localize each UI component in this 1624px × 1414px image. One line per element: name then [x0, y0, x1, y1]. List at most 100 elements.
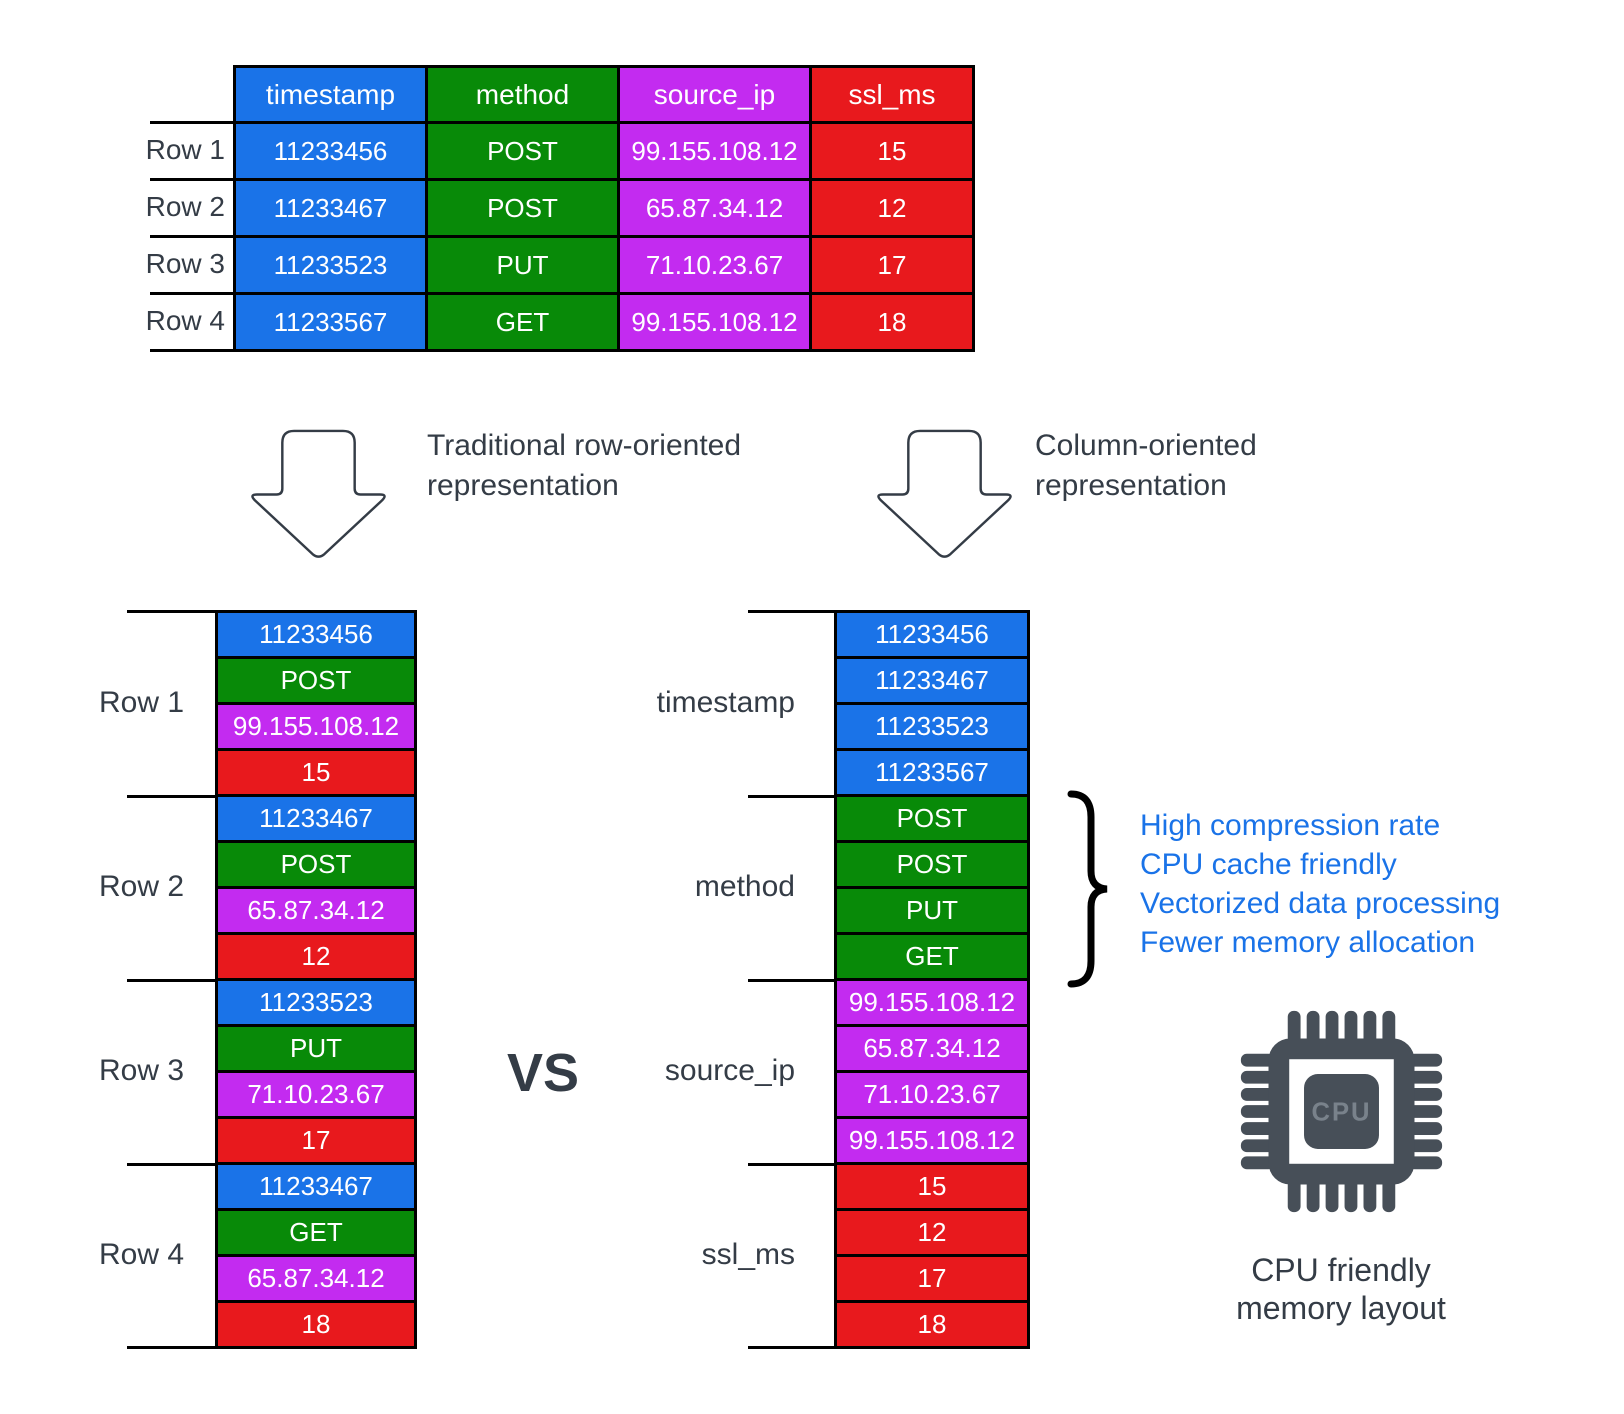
table-cell: POST: [428, 181, 617, 235]
caption-line: representation: [1035, 469, 1227, 502]
memory-cell: 71.10.23.67: [837, 1073, 1027, 1116]
table-header-cell: ssl_ms: [812, 68, 972, 121]
memory-cell: 11233456: [837, 613, 1027, 656]
caption-line: representation: [427, 469, 619, 502]
table-row-label: Row 2: [145, 191, 225, 222]
memory-cell: 65.87.34.12: [218, 1257, 414, 1300]
table-header-cell: source_ip: [620, 68, 809, 121]
benefit-item: Fewer memory allocation: [1140, 926, 1476, 959]
memory-cell: 11233467: [218, 1165, 414, 1208]
benefit-item: CPU cache friendly: [1140, 848, 1397, 881]
group-divider-line: [127, 795, 215, 798]
table-cell: GET: [428, 295, 617, 349]
row-oriented-stack: 11233456 POST 99.155.108.12 15 11233467 …: [215, 610, 417, 1349]
row-divider-line: [150, 178, 233, 181]
memory-cell: 99.155.108.12: [218, 705, 414, 748]
table-cell: PUT: [428, 238, 617, 292]
table-cell: 99.155.108.12: [620, 295, 809, 349]
table-cell: 18: [812, 295, 972, 349]
group-divider-line: [748, 795, 834, 798]
source-table: timestamp method source_ip ssl_ms 112334…: [233, 65, 975, 352]
memory-cell: 18: [837, 1303, 1027, 1346]
row-divider-line: [150, 235, 233, 238]
vs-label: VS: [506, 1043, 580, 1103]
table-header-cell: method: [428, 68, 617, 121]
cpu-chip-label: CPU: [1311, 1098, 1371, 1126]
memory-cell: GET: [837, 935, 1027, 978]
row-divider-line: [150, 349, 233, 352]
table-row-label: Row 3: [145, 248, 225, 279]
column-group-label: method: [694, 870, 795, 903]
column-group-label: timestamp: [656, 686, 795, 719]
benefit-item: High compression rate: [1140, 809, 1441, 842]
memory-cell: 11233567: [837, 751, 1027, 794]
row-group-label: Row 4: [99, 1238, 185, 1271]
group-divider-line: [748, 979, 834, 982]
memory-cell: 65.87.34.12: [218, 889, 414, 932]
memory-cell: PUT: [218, 1027, 414, 1070]
memory-cell: 17: [837, 1257, 1027, 1300]
table-cell: POST: [428, 124, 617, 178]
memory-cell: POST: [218, 659, 414, 702]
row-group-label: Row 1: [99, 686, 185, 719]
cpu-chip-icon: CPU: [1240, 1010, 1443, 1213]
caption-line: Column-oriented: [1035, 429, 1257, 462]
table-cell: 11233467: [236, 181, 425, 235]
table-cell: 11233523: [236, 238, 425, 292]
row-arrow-caption: Traditional row-oriented representation: [427, 426, 741, 506]
row-divider-line: [150, 121, 233, 124]
benefit-item: Vectorized data processing: [1140, 887, 1501, 920]
column-oriented-stack: 11233456 11233467 11233523 11233567 POST…: [834, 610, 1030, 1349]
group-divider-line: [127, 1163, 215, 1166]
table-cell: 99.155.108.12: [620, 124, 809, 178]
memory-cell: 99.155.108.12: [837, 1119, 1027, 1162]
memory-cell: GET: [218, 1211, 414, 1254]
table-cell: 11233456: [236, 124, 425, 178]
group-divider-line: [127, 1346, 215, 1349]
caption-line: CPU friendly: [1251, 1252, 1431, 1288]
memory-cell: 71.10.23.67: [218, 1073, 414, 1116]
column-arrow-caption: Column-oriented representation: [1035, 426, 1257, 506]
memory-cell: 65.87.34.12: [837, 1027, 1027, 1070]
row-divider-line: [150, 292, 233, 295]
row-group-label: Row 2: [99, 870, 185, 903]
row-group-label: Row 3: [99, 1054, 185, 1087]
group-divider-line: [748, 1163, 834, 1166]
column-group-label: source_ip: [664, 1054, 795, 1087]
memory-cell: 18: [218, 1303, 414, 1346]
table-cell: 12: [812, 181, 972, 235]
table-cell: 15: [812, 124, 972, 178]
memory-cell: 12: [218, 935, 414, 978]
memory-cell: 11233523: [218, 981, 414, 1024]
memory-cell: 99.155.108.12: [837, 981, 1027, 1024]
memory-cell: PUT: [837, 889, 1027, 932]
table-cell: 17: [812, 238, 972, 292]
table-cell: 71.10.23.67: [620, 238, 809, 292]
memory-cell: 12: [837, 1211, 1027, 1254]
memory-cell: 11233523: [837, 705, 1027, 748]
down-arrow-icon: [251, 429, 386, 558]
memory-cell: 15: [837, 1165, 1027, 1208]
memory-cell: 11233467: [218, 797, 414, 840]
down-arrow-icon: [877, 429, 1012, 558]
curly-brace-icon: [1067, 790, 1108, 988]
memory-cell: POST: [837, 843, 1027, 886]
caption-line: Traditional row-oriented: [427, 429, 742, 462]
benefits-list: High compression rate CPU cache friendly…: [1140, 806, 1500, 962]
memory-cell: POST: [218, 843, 414, 886]
table-header-cell: timestamp: [236, 68, 425, 121]
memory-cell: POST: [837, 797, 1027, 840]
memory-cell: 11233456: [218, 613, 414, 656]
memory-cell: 11233467: [837, 659, 1027, 702]
cpu-caption: CPU friendly memory layout: [1216, 1251, 1466, 1327]
group-divider-line: [127, 979, 215, 982]
table-cell: 65.87.34.12: [620, 181, 809, 235]
table-row-label: Row 4: [145, 305, 225, 336]
group-divider-line: [127, 610, 215, 613]
table-row-label: Row 1: [145, 134, 225, 165]
memory-cell: 17: [218, 1119, 414, 1162]
caption-line: memory layout: [1236, 1290, 1446, 1326]
group-divider-line: [748, 1346, 834, 1349]
group-divider-line: [748, 610, 834, 613]
